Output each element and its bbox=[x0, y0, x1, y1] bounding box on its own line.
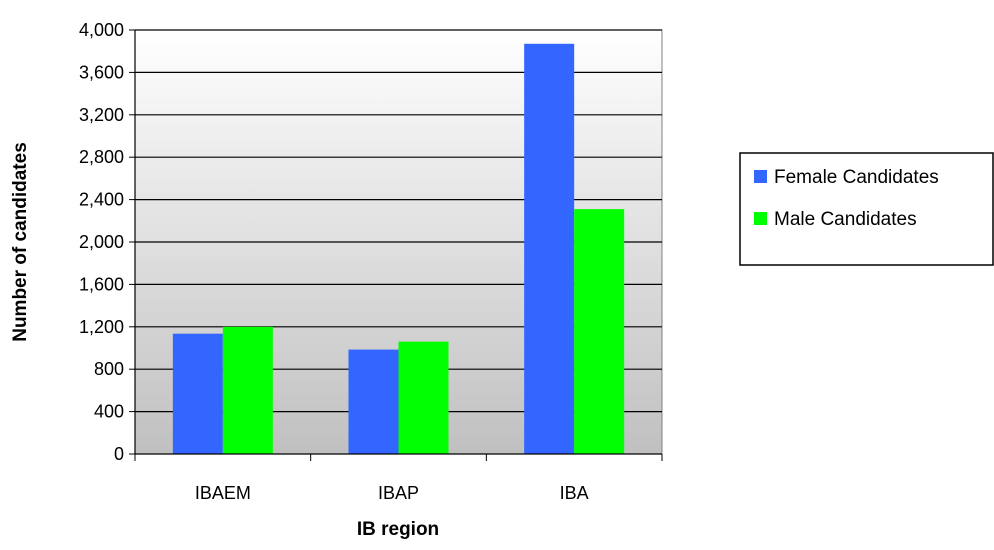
x-axis-ticks: IBAEM IBAP IBA bbox=[134, 454, 663, 503]
legend: Female Candidates Male Candidates bbox=[739, 152, 994, 266]
x-tick-label: IBA bbox=[560, 483, 589, 503]
y-axis-ticks: 0 400 800 1,200 1,600 2,000 2,400 2,800 3,200 3,6… bbox=[79, 20, 135, 464]
bar-ibaem-female bbox=[172, 333, 223, 454]
bar-iba-male bbox=[574, 209, 625, 454]
y-tick-label: 1,200 bbox=[79, 317, 124, 337]
y-tick-label: 2,000 bbox=[79, 232, 124, 252]
y-tick-label: 400 bbox=[94, 402, 124, 422]
bar-ibap-female bbox=[348, 349, 399, 454]
x-axis-title: IB region bbox=[357, 519, 439, 540]
legend-box bbox=[739, 152, 994, 266]
y-tick-label: 1,600 bbox=[79, 274, 124, 294]
y-tick-label: 4,000 bbox=[79, 20, 124, 40]
legend-label-female: Female Candidates bbox=[774, 167, 939, 188]
x-tick-label: IBAEM bbox=[195, 483, 251, 503]
y-tick-label: 3,200 bbox=[79, 105, 124, 125]
bar-iba-female bbox=[524, 43, 575, 454]
x-tick-label: IBAP bbox=[378, 483, 419, 503]
y-tick-label: 0 bbox=[114, 444, 124, 464]
y-axis-title: Number of candidates bbox=[10, 142, 31, 342]
legend-swatch-female bbox=[754, 170, 767, 183]
y-tick-label: 2,400 bbox=[79, 190, 124, 210]
y-tick-label: 2,800 bbox=[79, 147, 124, 167]
y-tick-label: 800 bbox=[94, 359, 124, 379]
y-tick-label: 3,600 bbox=[79, 62, 124, 82]
bars bbox=[172, 43, 625, 454]
bar-ibaem-male bbox=[222, 326, 273, 454]
legend-label-male: Male Candidates bbox=[774, 209, 917, 230]
legend-swatch-male bbox=[754, 212, 767, 225]
bar-ibap-male bbox=[398, 341, 449, 454]
